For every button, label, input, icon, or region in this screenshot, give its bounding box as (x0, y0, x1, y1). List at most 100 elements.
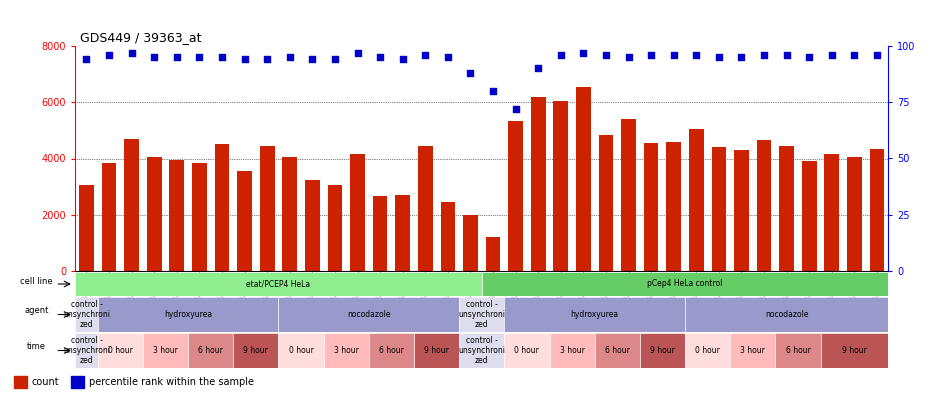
Bar (776, 333, 821, 367)
Text: count: count (31, 377, 59, 387)
Bar (418, 146, 432, 271)
Point (644, 52, 659, 58)
Point (554, 52, 569, 58)
Bar (689, 129, 704, 271)
Bar (351, 154, 365, 271)
Point (779, 52, 794, 58)
Bar (599, 135, 613, 271)
Text: percentile rank within the sample: percentile rank within the sample (88, 377, 254, 387)
Bar (192, 163, 207, 271)
Point (214, 54, 229, 61)
Bar (550, 333, 595, 367)
Point (509, 106, 524, 112)
Bar (554, 101, 568, 271)
Bar (459, 333, 505, 367)
Bar (666, 142, 681, 271)
Point (599, 52, 614, 58)
Bar (459, 297, 505, 332)
Bar (757, 140, 772, 271)
Bar (734, 150, 749, 271)
Text: pCep4 HeLa control: pCep4 HeLa control (648, 280, 723, 289)
Bar (259, 146, 274, 271)
Text: 6 hour: 6 hour (198, 346, 223, 355)
Bar (640, 333, 685, 367)
Bar (233, 333, 278, 367)
Bar (328, 185, 342, 271)
Point (237, 56, 252, 63)
Point (169, 54, 184, 61)
Bar (847, 157, 862, 271)
Bar (278, 297, 459, 332)
Point (79, 56, 94, 63)
Point (486, 88, 501, 94)
Text: hydroxyurea: hydroxyurea (571, 310, 619, 319)
Text: 0 hour: 0 hour (289, 346, 314, 355)
Bar (505, 333, 550, 367)
Point (757, 52, 772, 58)
Text: 6 hour: 6 hour (786, 346, 810, 355)
Bar (621, 119, 635, 271)
Bar (124, 139, 139, 271)
Point (870, 52, 885, 58)
Point (576, 50, 591, 56)
Bar (79, 185, 94, 271)
Text: 3 hour: 3 hour (153, 346, 178, 355)
Point (147, 54, 162, 61)
Point (824, 52, 839, 58)
Bar (75, 272, 481, 296)
Text: 6 hour: 6 hour (379, 346, 404, 355)
Bar (414, 333, 459, 367)
Bar (824, 154, 839, 271)
Text: etat/PCEP4 HeLa: etat/PCEP4 HeLa (246, 280, 310, 289)
Text: 9 hour: 9 hour (842, 346, 867, 355)
Text: control -
unsynchroni
zed: control - unsynchroni zed (458, 300, 506, 329)
Bar (481, 272, 888, 296)
Point (395, 56, 410, 63)
Bar (368, 333, 414, 367)
Point (259, 56, 274, 63)
Bar (188, 333, 233, 367)
Text: agent: agent (24, 306, 49, 315)
Text: nocodazole: nocodazole (765, 310, 808, 319)
Bar (143, 333, 188, 367)
Text: control -
unsynchroni
zed: control - unsynchroni zed (63, 300, 110, 329)
Bar (685, 333, 730, 367)
Bar (779, 146, 794, 271)
Text: cell line: cell line (20, 277, 53, 286)
Point (102, 52, 117, 58)
Bar (685, 297, 888, 332)
Bar (396, 195, 410, 271)
Point (282, 54, 297, 61)
Bar (102, 163, 117, 271)
Text: 3 hour: 3 hour (559, 346, 585, 355)
Bar (509, 120, 523, 271)
Bar (644, 143, 659, 271)
Point (712, 54, 727, 61)
Text: 9 hour: 9 hour (243, 346, 268, 355)
Bar (576, 87, 590, 271)
Bar (373, 196, 387, 271)
Bar (237, 171, 252, 271)
Bar (278, 333, 323, 367)
Bar (595, 333, 640, 367)
Bar (531, 97, 545, 271)
Bar (441, 202, 455, 271)
Text: 9 hour: 9 hour (650, 346, 675, 355)
Bar (169, 160, 184, 271)
Bar (305, 180, 320, 271)
Point (462, 70, 478, 76)
Bar (463, 215, 478, 271)
Point (689, 52, 704, 58)
Text: 0 hour: 0 hour (108, 346, 133, 355)
Point (734, 54, 749, 61)
Text: 0 hour: 0 hour (514, 346, 540, 355)
Bar (730, 333, 775, 367)
Point (621, 54, 636, 61)
Point (350, 50, 365, 56)
Bar (282, 157, 297, 271)
Bar (98, 333, 143, 367)
Point (847, 52, 862, 58)
Bar (486, 237, 500, 271)
Bar (821, 333, 888, 367)
Point (327, 56, 342, 63)
